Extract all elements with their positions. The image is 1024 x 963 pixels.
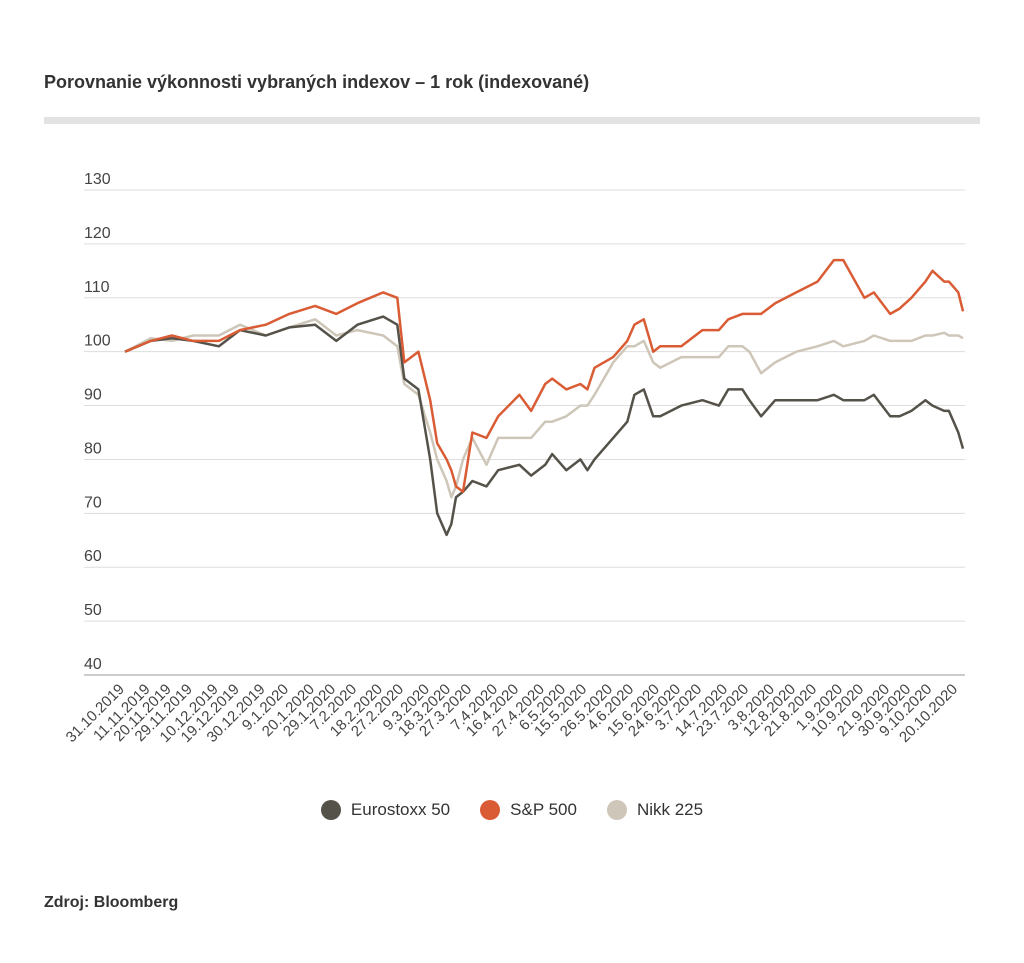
legend-item: Nikk 225 — [606, 800, 704, 820]
series-line-0 — [124, 315, 965, 537]
line-chart: 130 120 110 100 90 80 70 60 50 40 31.10.201911.11… — [63, 171, 965, 746]
legend-swatch — [606, 800, 627, 820]
legend-label: S&P 500 — [510, 800, 577, 819]
source-note: Zdroj: Bloomberg — [44, 894, 179, 911]
series-line-1 — [124, 258, 965, 494]
y-tick-label: 50 — [84, 602, 102, 619]
series-lines — [124, 258, 965, 537]
y-tick-label: 80 — [84, 440, 102, 457]
legend-item: S&P 500 — [480, 800, 577, 820]
chart-title: Porovnanie výkonnosti vybraných indexov … — [44, 72, 590, 92]
y-tick-label: 130 — [84, 171, 111, 188]
legend-swatch — [480, 800, 501, 820]
legend-label: Eurostoxx 50 — [350, 800, 451, 819]
legend-item: Eurostoxx 50 — [320, 800, 451, 820]
legend-swatch — [320, 800, 341, 820]
x-axis-ticks: 31.10.201911.11.201920.11.201929.11.2019… — [63, 681, 961, 746]
y-tick-label: 70 — [84, 494, 102, 511]
legend: Eurostoxx 50 S&P 500 Nikk 225 — [0, 800, 1024, 820]
y-tick-label: 110 — [84, 279, 110, 296]
y-tick-label: 40 — [84, 656, 102, 673]
series-line-2 — [124, 318, 964, 499]
y-axis-ticks: 130 120 110 100 90 80 70 60 50 40 — [84, 171, 111, 673]
legend-label: Nikk 225 — [636, 800, 704, 819]
y-tick-label: 60 — [84, 548, 102, 565]
y-tick-label: 100 — [84, 333, 111, 350]
title-divider — [44, 117, 980, 124]
gridlines — [84, 189, 965, 676]
y-tick-label: 120 — [84, 225, 111, 242]
y-tick-label: 90 — [84, 387, 102, 404]
